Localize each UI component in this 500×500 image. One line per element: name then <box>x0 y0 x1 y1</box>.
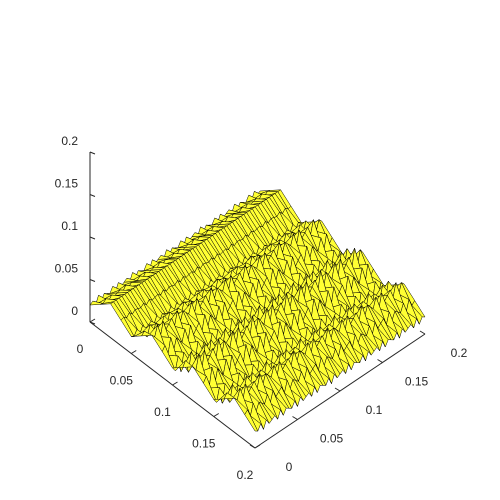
y-tick-label: 0.05 <box>320 432 344 446</box>
surface-cell <box>244 409 259 432</box>
z-tick-label: 0.05 <box>55 262 79 276</box>
x-tick-mark <box>254 444 261 449</box>
axes <box>89 151 426 449</box>
x-tick-label: 0.15 <box>192 437 216 451</box>
tick-labels: 0 0.05 0.1 0.15 0.2 0 0.05 0.1 0.15 0.2 0 0.05 0.1 0.… <box>55 134 468 482</box>
y-tick-mark <box>334 387 341 392</box>
x-tick-mark <box>172 381 178 386</box>
y-tick-label: 0.2 <box>451 346 468 360</box>
z-tick-mark <box>89 236 96 240</box>
x-tick-mark <box>89 318 96 323</box>
z-tick-label: 0.15 <box>55 177 79 191</box>
y-tick-label: 0.1 <box>366 403 383 417</box>
x-tick-label: 0.1 <box>154 405 171 419</box>
z-tick-label: 0.1 <box>61 219 78 233</box>
x-tick-label: 0.05 <box>110 374 134 388</box>
z-tick-label: 0 <box>71 304 78 318</box>
y-tick-mark <box>292 416 298 420</box>
surface-mesh <box>89 189 426 432</box>
x-tick-mark <box>213 413 220 417</box>
x-tick-label: 0.2 <box>237 468 254 482</box>
y-tick-mark <box>249 444 256 449</box>
y-tick-label: 0 <box>286 460 293 474</box>
z-tick-mark <box>89 194 96 197</box>
z-tick-mark <box>89 321 96 325</box>
y-tick-label: 0.15 <box>405 375 429 389</box>
x-tick-label: 0 <box>77 342 84 356</box>
z-tick-mark <box>89 279 96 282</box>
z-tick-label: 0.2 <box>61 134 78 148</box>
y-tick-mark <box>419 330 426 335</box>
y-tick-mark <box>377 359 383 363</box>
z-tick-mark <box>89 151 96 155</box>
x-tick-mark <box>130 350 137 354</box>
